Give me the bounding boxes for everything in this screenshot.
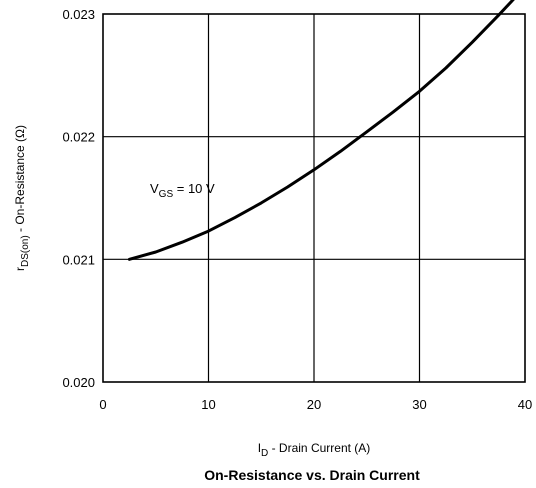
grid-lines (103, 14, 525, 382)
on-resistance-curve (127, 0, 515, 261)
x-tick-label: 40 (518, 397, 532, 412)
chart-title: On-Resistance vs. Drain Current (204, 467, 420, 483)
x-tick-labels: 0 10 20 30 40 (99, 397, 532, 412)
y-tick-label: 0.023 (62, 7, 95, 22)
x-tick-label: 0 (99, 397, 106, 412)
y-tick-labels: 0.020 0.021 0.022 0.023 (62, 7, 95, 390)
x-axis-title: ID - Drain Current (A) (258, 441, 371, 459)
y-tick-label: 0.021 (62, 252, 95, 267)
plot-area-frame (102, 13, 526, 383)
x-tick-label: 20 (307, 397, 321, 412)
y-tick-label: 0.020 (62, 375, 95, 390)
x-tick-label: 30 (412, 397, 426, 412)
vgs-annotation: VGS = 10 V (150, 181, 215, 200)
x-tick-label: 10 (201, 397, 215, 412)
y-tick-label: 0.022 (62, 130, 95, 145)
y-axis-title: rDS(on) - On-Resistance (Ω) (13, 125, 31, 271)
